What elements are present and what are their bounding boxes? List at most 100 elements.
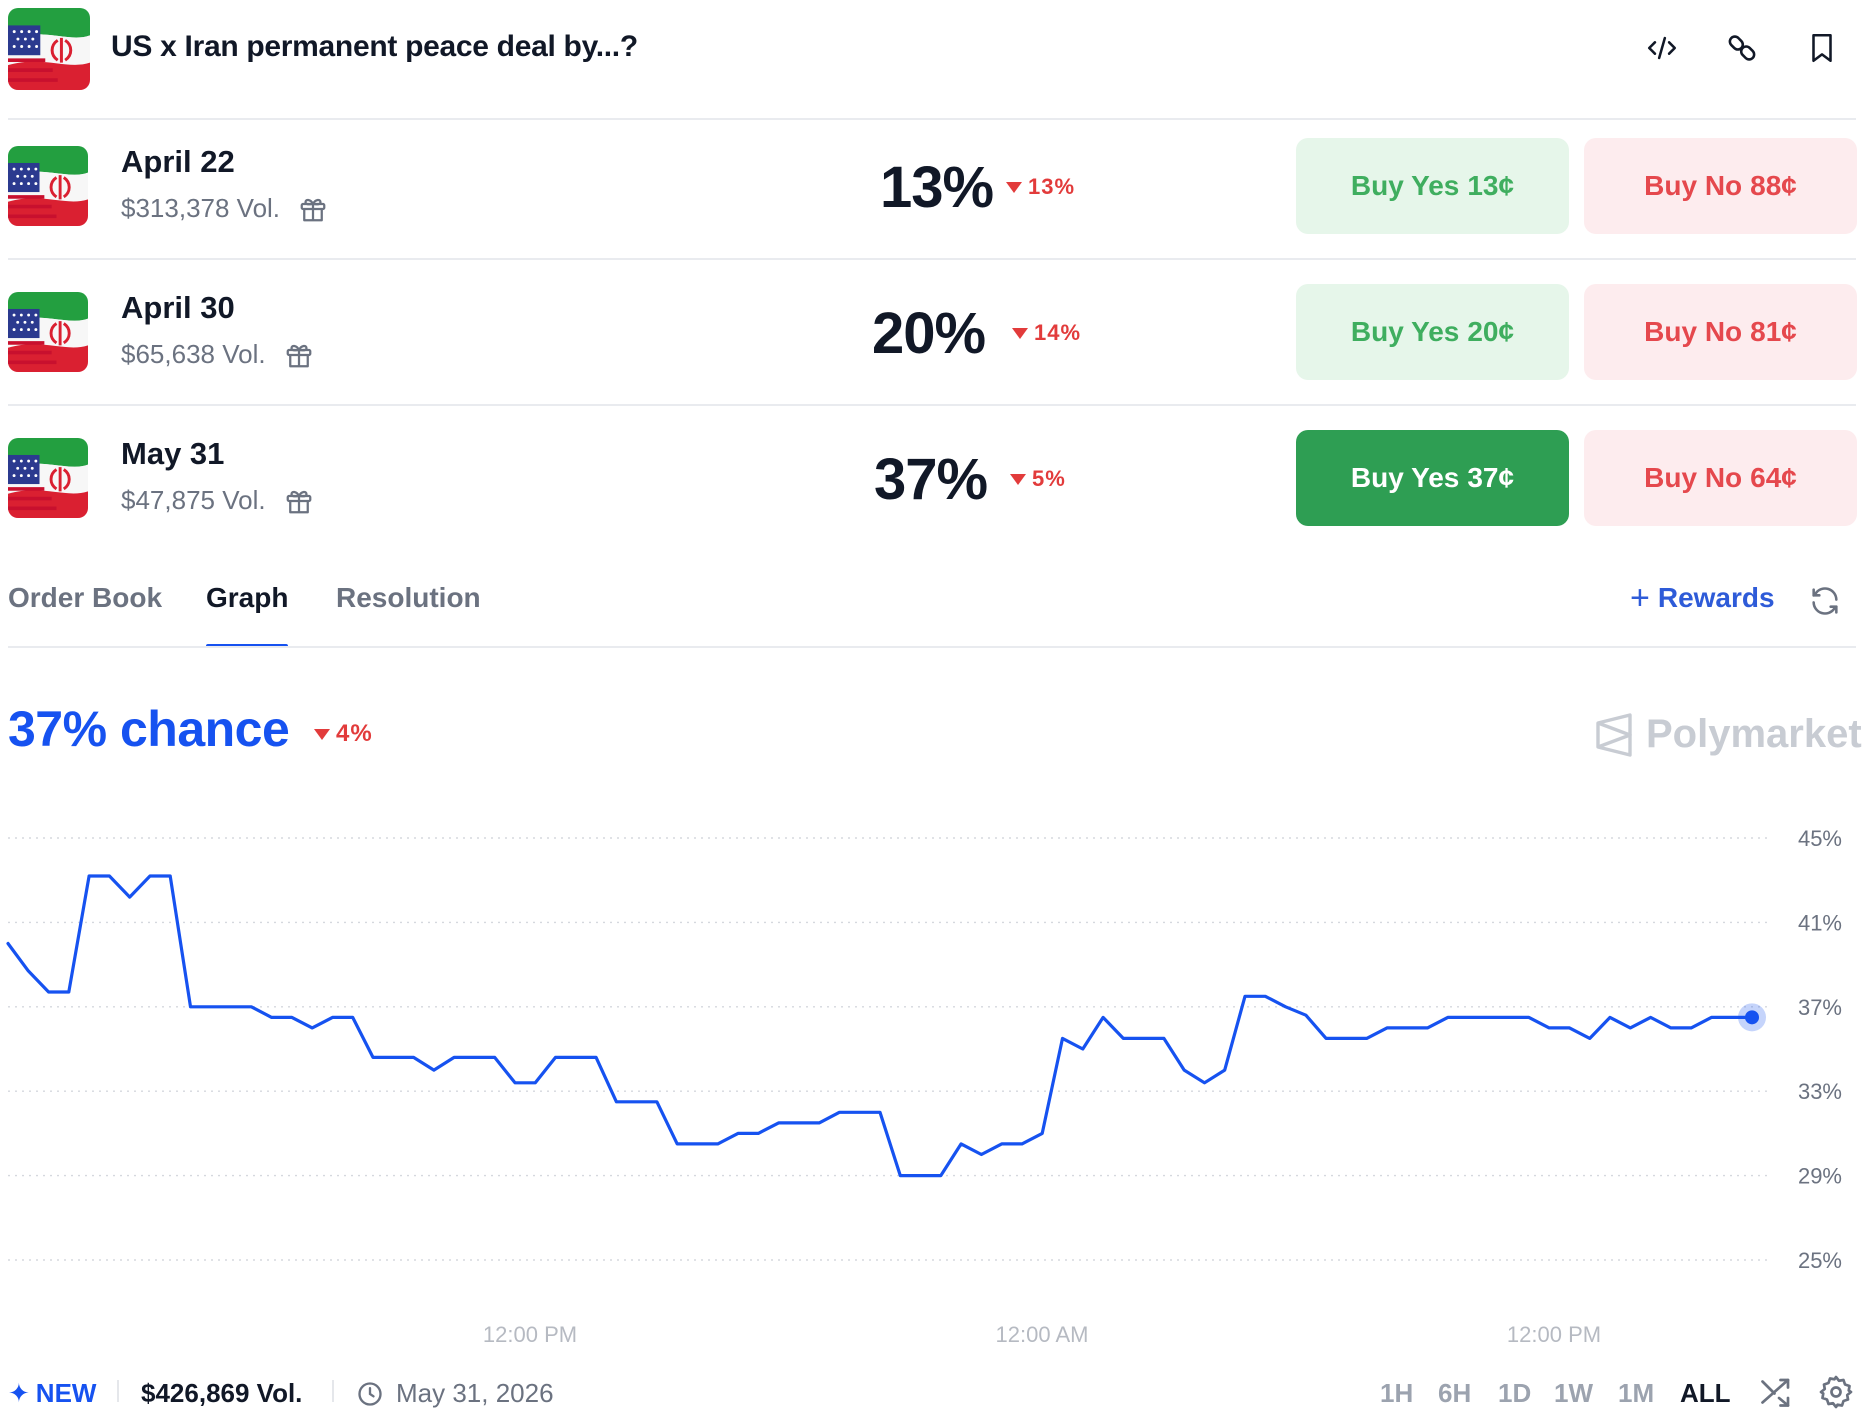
market-volume-text: $313,378 Vol. [121,193,281,223]
market-chance: 37% [874,447,988,512]
us-iran-flag-icon [8,438,88,518]
market-change-text: 14% [1034,320,1082,345]
buy-no-button[interactable]: Buy No 81¢ [1584,284,1857,380]
buy-yes-price: 20¢ [1467,316,1515,347]
tab-resolution[interactable]: Resolution [336,582,481,613]
x-tick-label: 12:00 PM [1507,1322,1601,1347]
market-name[interactable]: May 31 [121,436,225,471]
y-tick-label: 37% [1798,995,1842,1020]
down-triangle-icon [1006,181,1022,193]
down-triangle-icon [1010,473,1026,485]
divider [8,404,1856,406]
range-all[interactable]: ALL [1680,1378,1731,1408]
market-flag-image [8,146,88,226]
market-flag-image [8,8,90,90]
bookmark-icon[interactable] [1802,28,1842,68]
separator [117,1380,119,1402]
y-tick-label: 41% [1798,910,1842,935]
buy-no-button[interactable]: Buy No 88¢ [1584,138,1857,234]
y-tick-label: 29% [1798,1164,1842,1189]
page-title: US x Iran permanent peace deal by...? [111,30,638,63]
embed-code-icon[interactable] [1642,28,1682,68]
market-volume: $313,378 Vol. [121,193,328,224]
market-chance: 20% [872,301,986,366]
us-iran-flag-icon [8,146,88,226]
buy-yes-price: 37¢ [1467,462,1515,493]
market-change: 5% [1010,466,1066,492]
end-date: May 31, 2026 [356,1378,554,1409]
range-1d[interactable]: 1D [1498,1378,1532,1408]
price-line [6,874,1754,1178]
chart-grid [8,837,1770,1261]
x-tick-label: 12:00 AM [996,1322,1089,1347]
down-triangle-icon [1012,327,1028,339]
divider [8,258,1856,260]
buy-no-price: 88¢ [1750,170,1797,201]
buy-yes-label: Buy Yes [1350,316,1460,347]
plus-icon: + [1630,579,1650,617]
market-name[interactable]: April 22 [121,144,235,179]
end-date-text: May 31, 2026 [396,1378,554,1408]
market-volume: $47,875 Vol. [121,485,314,516]
y-tick-label: 33% [1798,1079,1842,1104]
market-volume: $65,638 Vol. [121,339,314,370]
buy-no-button[interactable]: Buy No 64¢ [1584,430,1857,526]
market-flag-image [8,438,88,518]
market-change-text: 5% [1032,466,1066,491]
buy-yes-label: Buy Yes [1350,462,1460,493]
brand-name: Polymarket [1646,712,1862,756]
y-tick-label: 25% [1798,1248,1842,1273]
buy-yes-button[interactable]: Buy Yes 20¢ [1296,284,1569,380]
range-1h[interactable]: 1H [1380,1378,1414,1408]
y-axis: 45% 41% 37% 33% 29% 25% [1798,826,1842,1273]
settings-gear-icon[interactable] [1818,1374,1854,1410]
down-triangle-icon [314,728,330,740]
market-volume-text: $47,875 Vol. [121,485,266,515]
current-point [1745,1010,1759,1025]
range-6h[interactable]: 6H [1438,1378,1472,1408]
total-volume: $426,869 Vol. [141,1378,303,1408]
market-change-text: 13% [1028,174,1076,199]
range-1m[interactable]: 1M [1618,1378,1655,1408]
buy-yes-price: 13¢ [1467,170,1515,201]
refresh-icon[interactable] [1808,584,1842,618]
link-icon[interactable] [1722,28,1762,68]
new-badge: ✦ NEW [8,1378,96,1409]
chance-label: 37% chance [8,701,290,757]
buy-no-label: Buy No [1644,316,1743,347]
divider [8,118,1856,120]
price-chart[interactable]: 45%41%37%33%29%25% 12:00 PM 12:00 AM 12:00… [0,800,1862,1360]
gift-icon[interactable] [284,486,314,516]
us-iran-flag-icon [8,292,88,372]
buy-yes-label: Buy Yes [1350,170,1460,201]
shuffle-icon[interactable] [1758,1374,1794,1410]
range-1w[interactable]: 1W [1554,1378,1593,1408]
market-name[interactable]: April 30 [121,290,235,325]
divider [8,646,1856,648]
new-label: NEW [35,1378,97,1408]
tab-graph[interactable]: Graph [206,582,289,613]
market-chance: 13% [880,155,994,220]
rewards-button[interactable]: + Rewards [1630,579,1775,617]
us-iran-flag-icon [8,8,90,90]
x-axis: 12:00 PM 12:00 AM 12:00 PM [483,1322,1601,1347]
chance-change: 4% [314,720,373,748]
polymarket-logo: Polymarket [1594,712,1862,757]
market-change: 14% [1012,320,1081,346]
clock-icon [358,1381,382,1406]
buy-yes-button[interactable]: Buy Yes 37¢ [1296,430,1569,526]
separator [332,1380,334,1402]
gift-icon[interactable] [284,340,314,370]
sparkle-icon: ✦ [8,1378,30,1408]
buy-no-price: 64¢ [1750,462,1797,493]
market-change: 13% [1006,174,1075,200]
buy-yes-button[interactable]: Buy Yes 13¢ [1296,138,1569,234]
tab-order-book[interactable]: Order Book [8,582,163,613]
chance-change-text: 4% [336,720,373,747]
market-volume-text: $65,638 Vol. [121,339,266,369]
polymarket-mark-icon [1596,712,1632,757]
x-tick-label: 12:00 PM [483,1322,577,1347]
gift-icon[interactable] [298,194,328,224]
buy-no-label: Buy No [1644,462,1743,493]
y-tick-label: 45% [1798,826,1842,851]
